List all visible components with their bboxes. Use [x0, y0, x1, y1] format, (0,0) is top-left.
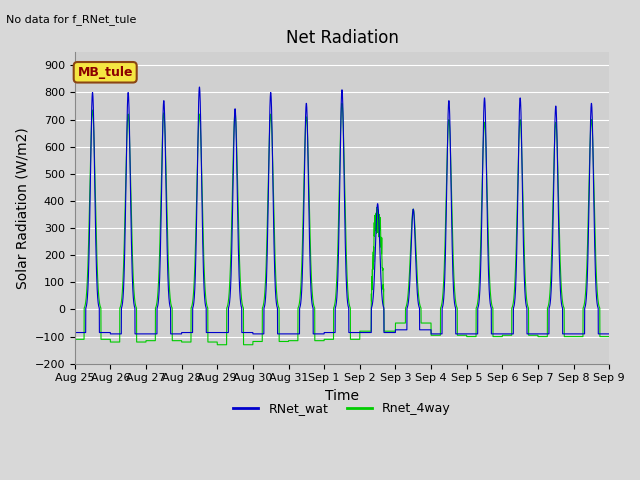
- RNet_wat: [492, 331, 500, 337]
- RNet_wat: [462, 331, 470, 337]
- RNet_wat: [433, 331, 440, 337]
- RNet_wat: [107, 331, 115, 337]
- Rnet_4way: [214, 342, 221, 348]
- Line: Rnet_4way: Rnet_4way: [75, 103, 609, 345]
- Rnet_4way: [167, 300, 175, 306]
- X-axis label: Time: Time: [325, 389, 359, 403]
- Rnet_4way: [322, 336, 330, 342]
- Rnet_4way: [492, 334, 500, 339]
- RNet_wat: [605, 331, 612, 337]
- Text: No data for f_RNet_tule: No data for f_RNet_tule: [6, 14, 137, 25]
- Title: Net Radiation: Net Radiation: [285, 29, 399, 48]
- RNet_wat: [167, 331, 175, 337]
- Rnet_4way: [71, 336, 79, 342]
- Legend: RNet_wat, Rnet_4way: RNet_wat, Rnet_4way: [228, 397, 456, 420]
- Rnet_4way: [338, 100, 346, 106]
- RNet_wat: [71, 330, 79, 336]
- Line: RNet_wat: RNet_wat: [75, 87, 609, 334]
- Text: MB_tule: MB_tule: [77, 66, 133, 79]
- Rnet_4way: [462, 332, 470, 338]
- Y-axis label: Solar Radiation (W/m2): Solar Radiation (W/m2): [15, 127, 29, 288]
- Rnet_4way: [605, 334, 613, 339]
- RNet_wat: [323, 330, 330, 336]
- RNet_wat: [605, 331, 613, 337]
- RNet_wat: [196, 84, 204, 90]
- Rnet_4way: [433, 332, 440, 338]
- Rnet_4way: [605, 334, 612, 339]
